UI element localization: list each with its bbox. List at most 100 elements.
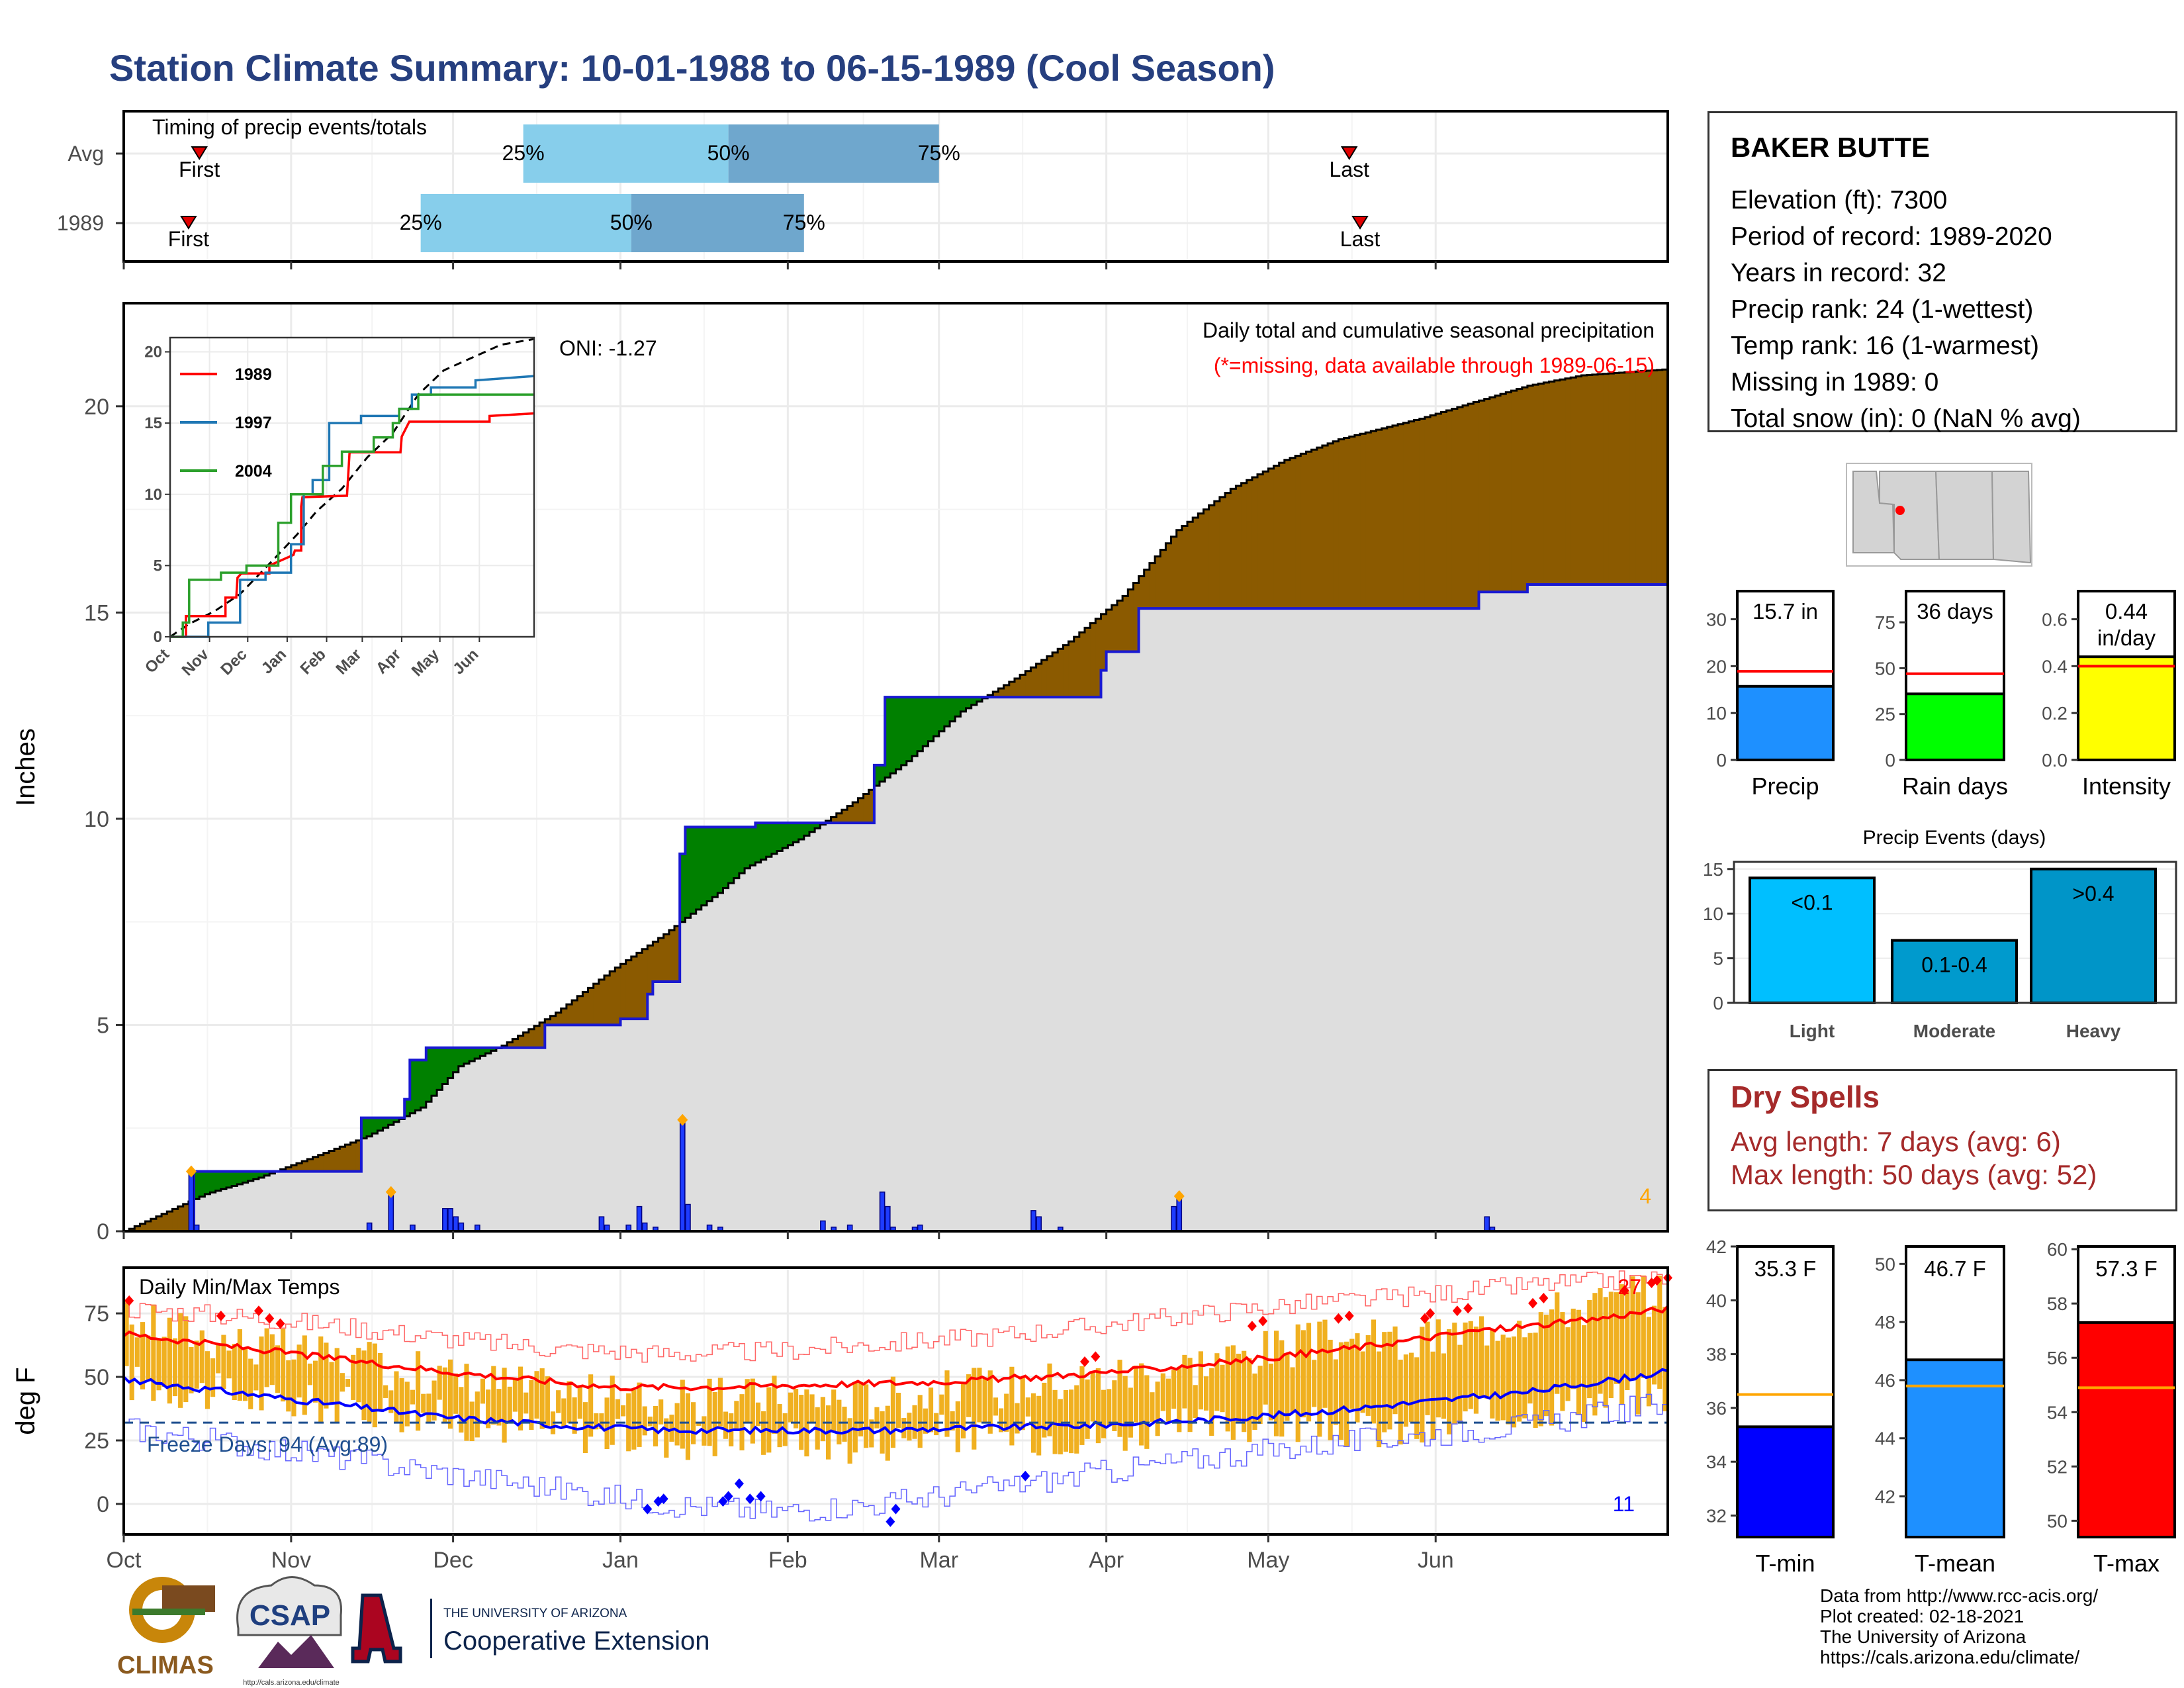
x-tick-label: Jun <box>1418 1548 1454 1573</box>
inset-y-tick-label: 0 <box>154 628 162 646</box>
station-info-box: BAKER BUTTE Elevation (ft): 7300 Period … <box>1707 111 2177 433</box>
daily-temp-bar <box>858 1382 864 1436</box>
record-high-marker <box>216 1310 226 1321</box>
ua-small-text: THE UNIVERSITY OF ARIZONA <box>443 1607 627 1620</box>
precip-deficit-fill <box>831 817 837 823</box>
timing-first-label: First <box>168 227 209 251</box>
precip-surplus-fill <box>242 1171 249 1183</box>
daily-temp-bar <box>534 1371 539 1419</box>
precip-surplus-fill <box>361 1117 367 1139</box>
record-high-marker <box>1247 1321 1257 1332</box>
daily-temp-bar <box>426 1393 432 1423</box>
precip-surplus-fill <box>415 1060 422 1111</box>
inset-legend-label: 2004 <box>235 462 272 481</box>
timing-first-label: First <box>179 158 220 181</box>
daily-temp-bar <box>1214 1353 1220 1411</box>
precip-deficit-fill <box>150 1219 157 1231</box>
precip-deficit-fill <box>1381 428 1388 609</box>
precip-deficit-fill <box>1614 373 1620 585</box>
precip-deficit-fill <box>545 1019 551 1025</box>
daily-temp-bar <box>842 1407 847 1442</box>
precip-deficit-fill <box>1095 618 1102 698</box>
record-low-marker <box>659 1493 668 1505</box>
record-high-marker <box>1539 1293 1549 1304</box>
daily-temp-bar <box>340 1373 345 1392</box>
daily-temp-bar <box>755 1402 761 1427</box>
panel-y-tick-label: 46 <box>1875 1370 1895 1391</box>
daily-temp-bar <box>459 1387 464 1433</box>
daily-temp-bar <box>1144 1375 1150 1449</box>
precip-deficit-fill <box>1463 405 1469 609</box>
precip-surplus-fill <box>938 697 945 731</box>
precip-surplus-fill <box>923 697 929 747</box>
daily-temp-bar <box>1101 1389 1107 1438</box>
panel-name-label: T-mean <box>1915 1550 1995 1577</box>
precip-deficit-fill <box>296 1163 302 1172</box>
daily-temp-bar <box>329 1362 334 1404</box>
daily-temp-bar <box>491 1366 496 1425</box>
record-low-marker <box>1021 1470 1030 1481</box>
daily-temp-bar <box>1020 1376 1025 1430</box>
events-y-tick-label: 15 <box>1703 859 1723 880</box>
timing-first-marker <box>191 146 208 160</box>
record-high-marker <box>1452 1305 1462 1317</box>
precip-deficit-fill <box>1479 400 1485 592</box>
avg-tmax-line <box>122 1305 1669 1391</box>
precip-deficit-fill <box>156 1216 162 1231</box>
daily-temp-bar <box>189 1346 194 1393</box>
daily-temp-bar <box>253 1364 259 1391</box>
daily-temp-bar <box>556 1390 561 1413</box>
precip-annotation-title: Daily total and cumulative seasonal prec… <box>1203 318 1655 342</box>
daily-temp-bar <box>1349 1338 1355 1409</box>
precip-deficit-fill <box>1511 391 1518 592</box>
daily-temp-bar <box>1473 1327 1479 1414</box>
precip-surplus-fill <box>377 1117 384 1131</box>
precip-surplus-fill <box>475 1047 480 1059</box>
credit-data-source: Data from http://www.rcc-acis.org/ <box>1820 1585 2099 1606</box>
daily-temp-bar <box>1306 1323 1312 1422</box>
precip-deficit-fill <box>1473 402 1480 609</box>
panel-y-tick-label: 20 <box>1706 656 1727 677</box>
daily-temp-bar <box>1614 1292 1619 1384</box>
daily-precip-bar <box>598 1216 605 1232</box>
daily-temp-bar <box>1290 1367 1295 1413</box>
timing-p25-label: 25% <box>502 141 545 165</box>
daily-temp-bar <box>1630 1276 1635 1380</box>
daily-temp-bar <box>1095 1368 1101 1444</box>
daily-temp-bar <box>923 1408 928 1434</box>
daily-temp-bar <box>950 1411 955 1430</box>
precip-surplus-fill <box>490 1047 497 1051</box>
daily-temp-bar <box>1603 1297 1608 1408</box>
precip-deficit-fill <box>1090 623 1096 698</box>
daily-temp-bar <box>1565 1327 1570 1401</box>
panel-t-max: 50 52 54 56 58 60 57.3 F T-max <box>2047 1239 2176 1577</box>
daily-temp-bar <box>982 1378 987 1423</box>
season-temps-chart: 32 34 36 38 40 42 35.3 F T-min 42 44 46 48 50 46.7 F T… <box>1706 1237 2176 1577</box>
daily-temp-bar <box>156 1340 161 1391</box>
daily-temp-bar <box>1587 1299 1592 1399</box>
daily-temp-bar <box>1382 1332 1387 1432</box>
panel-y-tick-label: 48 <box>1875 1312 1895 1333</box>
precip-deficit-fill <box>355 1140 362 1172</box>
daily-temp-bar <box>1625 1291 1630 1390</box>
daily-precip-bar <box>453 1216 459 1232</box>
precip-deficit-fill <box>1295 455 1301 609</box>
precip-surplus-fill <box>723 827 729 888</box>
record-high-marker <box>1463 1303 1473 1314</box>
daily-temp-bar <box>620 1405 626 1417</box>
precip-deficit-fill <box>334 1149 340 1172</box>
precip-deficit-fill <box>1041 659 1048 698</box>
panel-y-tick-label: 58 <box>2047 1293 2068 1314</box>
panel-y-tick-label: 0.4 <box>2042 656 2068 677</box>
precip-surplus-fill <box>788 823 794 845</box>
daily-temp-bar <box>302 1335 307 1415</box>
precip-deficit-fill <box>1306 451 1312 609</box>
precip-deficit-fill <box>1009 682 1015 698</box>
daily-temp-bar <box>1182 1354 1187 1409</box>
daily-temp-bar <box>529 1380 534 1430</box>
precip-deficit-fill <box>1230 489 1237 609</box>
panel-y-tick-label: 32 <box>1706 1505 1727 1526</box>
inset-series-1989 <box>170 412 535 638</box>
daily-temp-bar <box>216 1344 221 1374</box>
